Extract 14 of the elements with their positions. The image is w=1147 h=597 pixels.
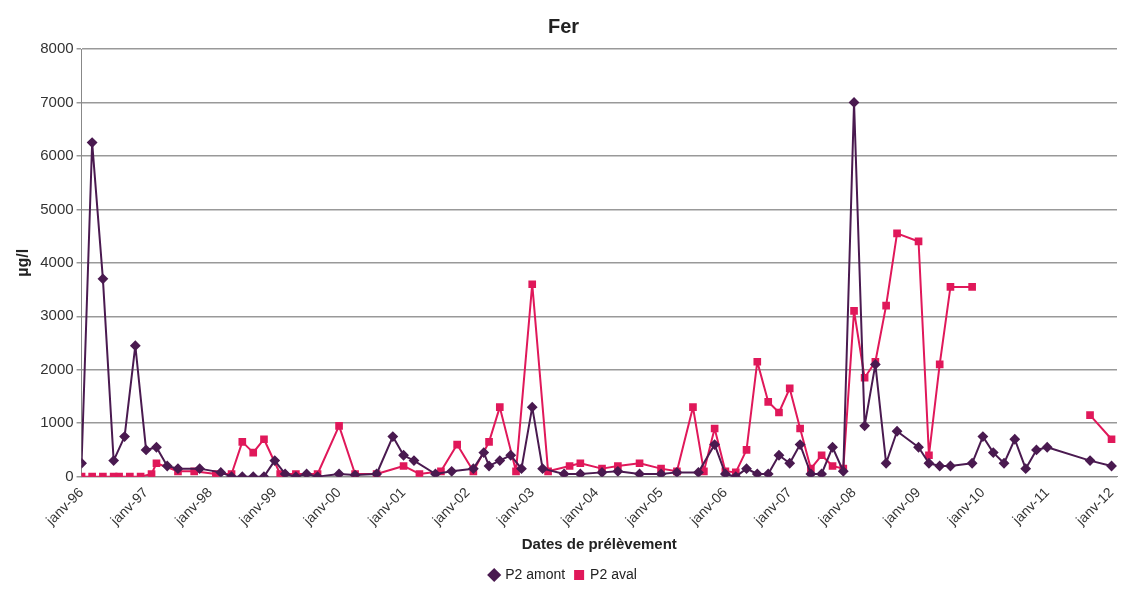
y-tick-label: 4000 (40, 252, 74, 270)
y-axis-title: µg/l (14, 248, 32, 277)
y-tick-label: 6000 (40, 146, 74, 164)
y-tick-label: 8000 (40, 39, 74, 57)
y-tick-label: 7000 (40, 92, 74, 110)
legend-label: P2 amont (505, 565, 566, 582)
y-tick-label: 0 (65, 466, 74, 484)
x-axis-title: Dates de prélèvement (521, 535, 677, 553)
y-tick-label: 3000 (40, 306, 74, 324)
chart-title: Fer (547, 14, 580, 37)
legend-label: P2 aval (590, 565, 637, 582)
y-tick-label: 1000 (40, 413, 74, 431)
y-tick-label: 5000 (40, 199, 74, 217)
y-tick-label: 2000 (40, 359, 74, 377)
